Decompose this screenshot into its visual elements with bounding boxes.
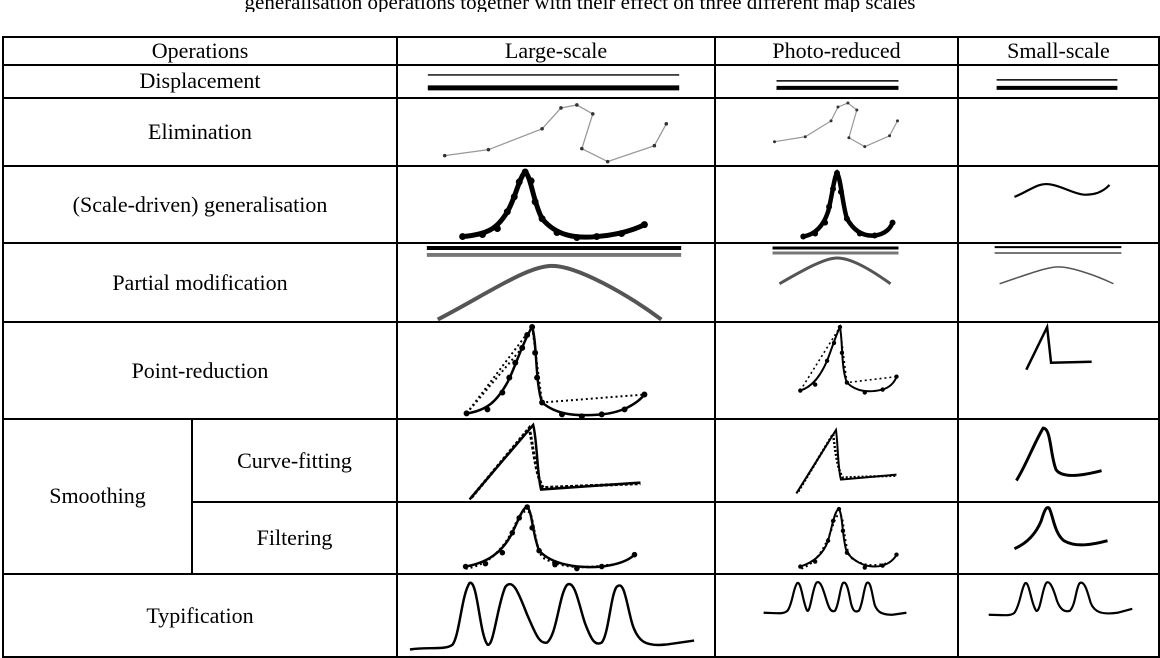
point-reduction-large-figure	[396, 321, 716, 420]
row-label-filtering: Filtering	[191, 501, 398, 575]
filtering-small-figure	[957, 501, 1160, 575]
elimination-small-empty	[957, 96, 1160, 168]
typification-large-figure	[396, 572, 716, 658]
row-point-reduction: Point-reduction	[2, 321, 1160, 420]
point-reduction-small-figure	[957, 321, 1160, 420]
generalisation-large-figure	[396, 165, 716, 244]
row-smoothing-filtering: Filtering	[3, 501, 1160, 575]
row-label-partial-modification: Partial modification	[2, 241, 398, 324]
header-small-scale: Small-scale	[957, 36, 1160, 66]
row-typification: Typification	[2, 572, 1160, 658]
header-large-scale: Large-scale	[396, 36, 716, 66]
row-label-point-reduction: Point-reduction	[2, 321, 398, 420]
row-smoothing-curve-fitting: Smoothing Curve-fitting	[2, 417, 1160, 575]
generalisation-small-figure	[957, 165, 1160, 244]
displacement-small-figure	[957, 64, 1160, 99]
filtering-large-figure	[396, 501, 716, 575]
row-label-displacement: Displacement	[2, 64, 398, 99]
row-displacement: Displacement	[2, 64, 1160, 99]
row-label-curve-fitting: Curve-fitting	[191, 417, 398, 504]
header-operations: Operations	[2, 36, 398, 66]
partial-modification-photo-figure	[714, 241, 959, 324]
row-elimination: Elimination	[2, 96, 1160, 168]
row-label-scale-driven-generalisation: (Scale-driven) generalisation	[2, 165, 398, 244]
generalisation-photo-figure	[714, 165, 959, 244]
point-reduction-photo-figure	[714, 321, 959, 420]
row-label-typification: Typification	[2, 572, 398, 658]
curve-fitting-large-figure	[396, 417, 716, 504]
figure-caption: generalisation operations together with …	[244, 0, 916, 12]
partial-modification-small-figure	[957, 241, 1160, 324]
row-scale-driven-generalisation: (Scale-driven) generalisation	[2, 165, 1160, 244]
row-label-elimination: Elimination	[2, 96, 398, 168]
elimination-large-figure	[396, 96, 716, 168]
filtering-photo-figure	[714, 501, 959, 575]
displacement-photo-figure	[714, 64, 959, 99]
typification-photo-figure	[714, 572, 959, 658]
partial-modification-large-figure	[396, 241, 716, 324]
generalisation-operations-table: Operations Large-scale Photo-reduced Sma…	[2, 36, 1160, 658]
curve-fitting-small-figure	[957, 417, 1160, 504]
displacement-large-figure	[396, 64, 716, 99]
header-photo-reduced: Photo-reduced	[714, 36, 959, 66]
typification-small-figure	[957, 572, 1160, 658]
row-label-smoothing: Smoothing	[2, 417, 193, 575]
elimination-photo-figure	[714, 96, 959, 168]
row-partial-modification: Partial modification	[2, 241, 1160, 324]
curve-fitting-photo-figure	[714, 417, 959, 504]
header-row: Operations Large-scale Photo-reduced Sma…	[2, 36, 1160, 66]
